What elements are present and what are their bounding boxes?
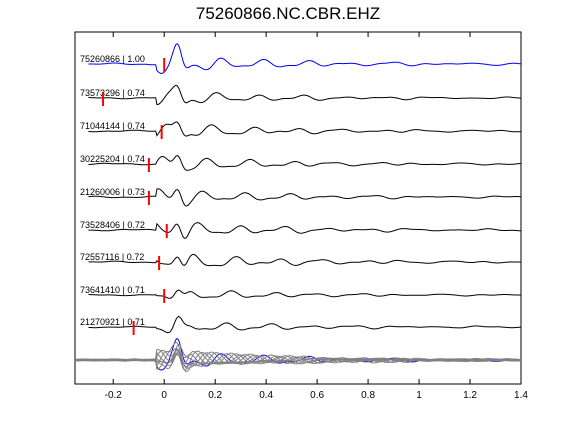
x-ticks-group: -0.2 0 0.2 0.4 0.6 0.8 1 1.2 1.4: [105, 32, 528, 401]
trace-label: 75260866 | 1.00: [80, 54, 145, 64]
trace-label: 73573296 | 0.74: [80, 88, 145, 98]
x-tick-label: 0.2: [208, 390, 222, 401]
trace-line: [88, 84, 521, 106]
axes-box: [74, 31, 522, 385]
trace-line: [88, 289, 521, 299]
trace-line: [88, 315, 522, 334]
trace-line: [88, 155, 521, 171]
trace-label: 71044144 | 0.74: [80, 121, 145, 131]
x-tick-label: 0.8: [361, 390, 375, 401]
trace-line: [88, 43, 521, 75]
x-tick-label: 1: [416, 390, 422, 401]
overlay-trace: [75, 343, 522, 370]
trace-line: [88, 222, 522, 239]
traces-group: 75260866 | 1.00 73573296 | 0.74 71044144 |…: [74, 43, 522, 373]
overlay-trace: [75, 338, 522, 371]
x-tick-label: -0.2: [105, 390, 123, 401]
trace-label: 30225204 | 0.74: [80, 154, 145, 164]
overlay-trace: [74, 341, 522, 370]
trace-label: 73528406 | 0.72: [80, 220, 145, 230]
trace-label: 21270921 | 0.71: [80, 317, 145, 327]
x-tick-label: 0.6: [310, 390, 324, 401]
x-tick-label: 0: [161, 390, 167, 401]
trace-line: [88, 253, 521, 267]
trace-label: 21260006 | 0.73: [80, 187, 145, 197]
x-tick-label: 0.4: [259, 390, 273, 401]
trace-label: 73641410 | 0.71: [80, 285, 145, 295]
chart-title: 75260866.NC.CBR.EHZ: [195, 4, 381, 23]
x-tick-label: 1.4: [514, 390, 528, 401]
trace-label: 72557116 | 0.72: [80, 252, 144, 262]
x-tick-label: 1.2: [463, 390, 477, 401]
trace-line: [88, 188, 522, 207]
trace-line: [88, 121, 522, 137]
